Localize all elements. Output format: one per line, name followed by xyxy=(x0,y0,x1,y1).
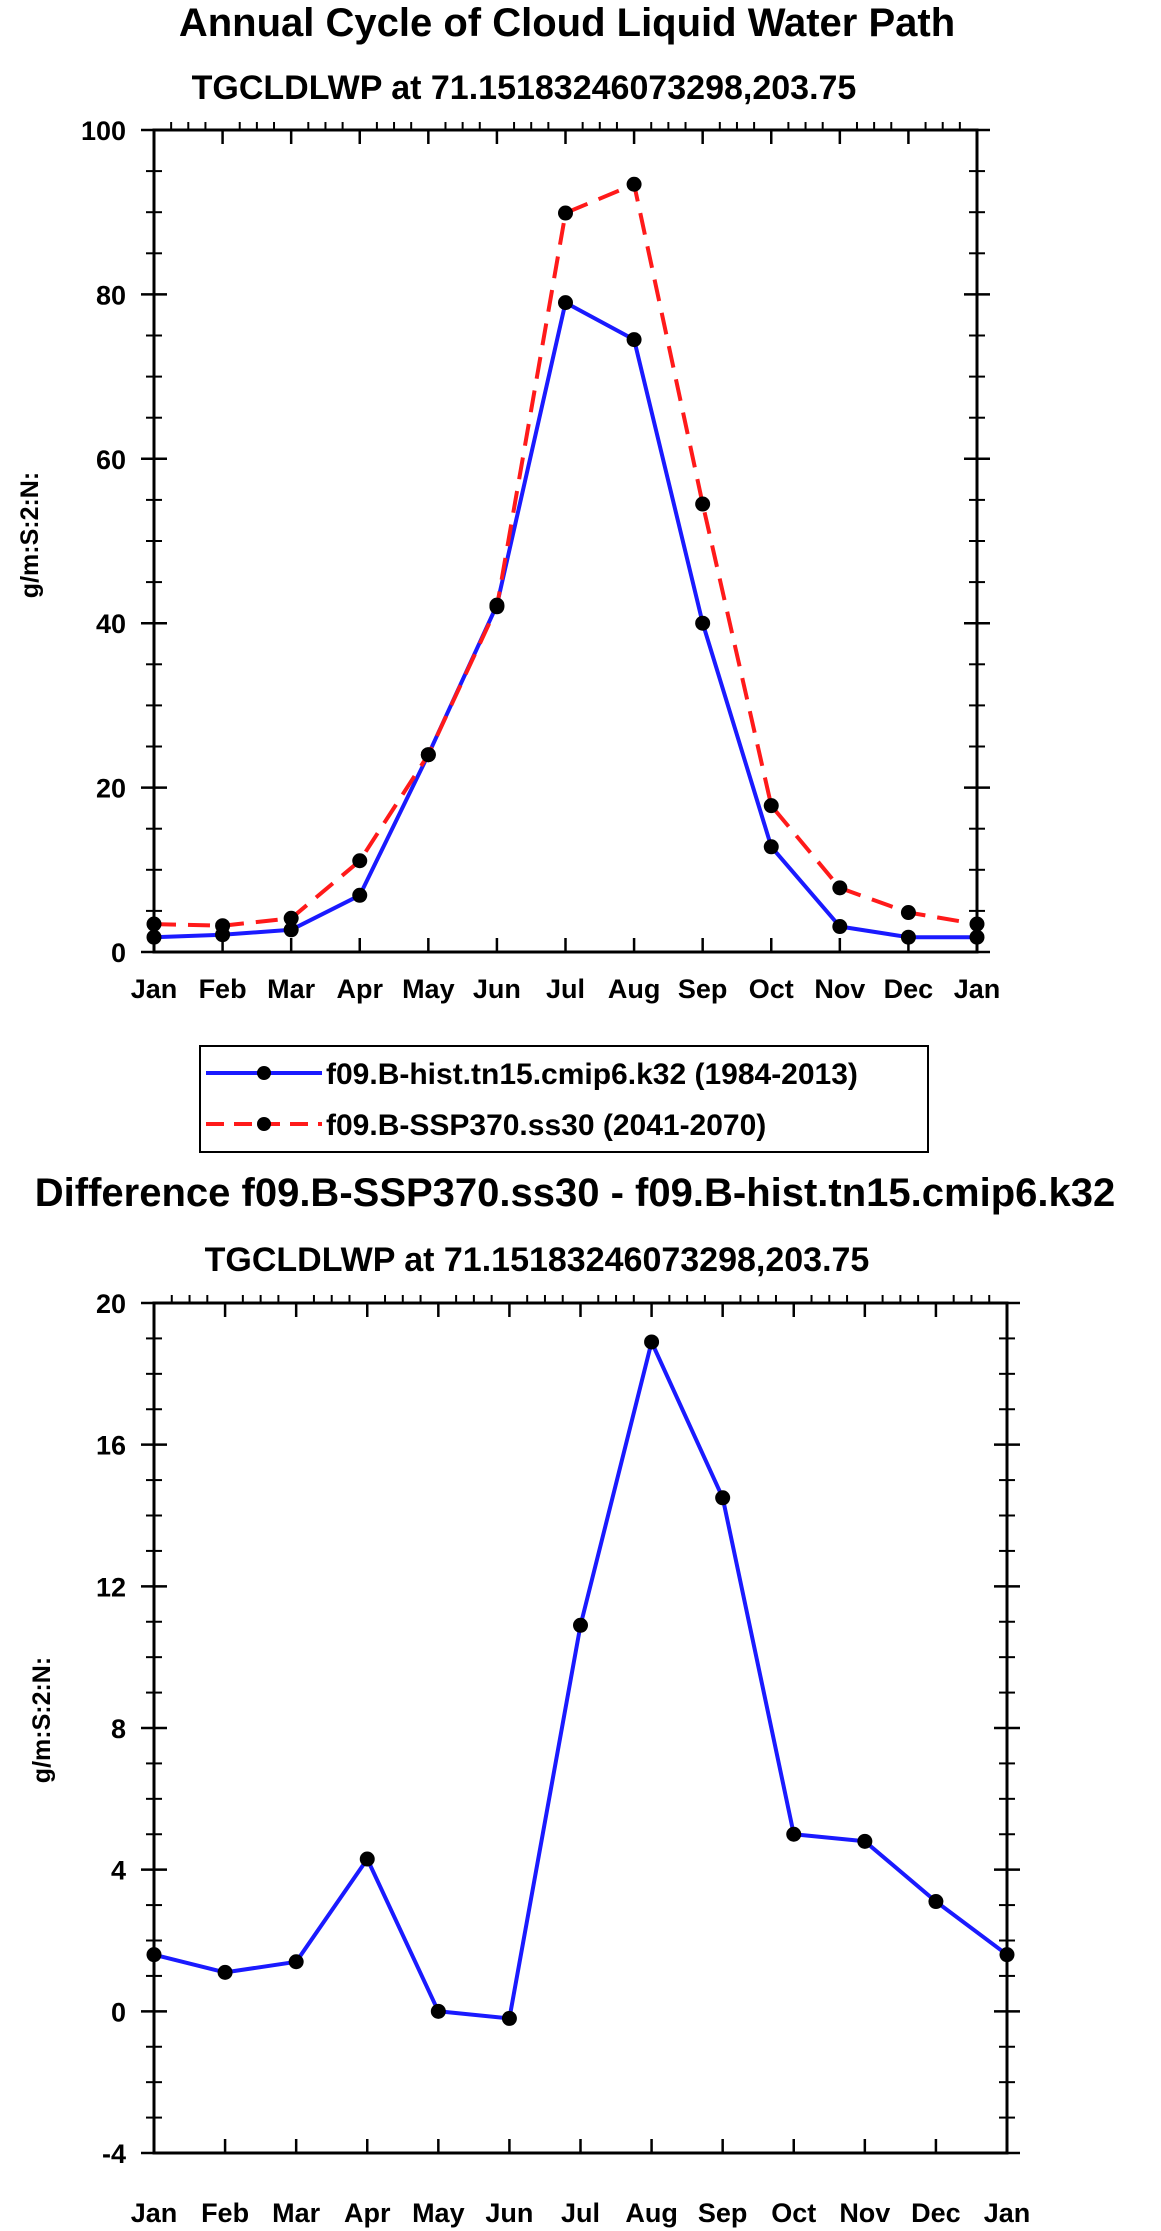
x-tick-label: Sep xyxy=(698,2198,748,2228)
data-point xyxy=(900,929,916,945)
x-tick-label: Dec xyxy=(884,974,934,1004)
chart-title: Difference f09.B-SSP370.ss30 - f09.B-his… xyxy=(35,1171,1115,1215)
y-tick-label: 0 xyxy=(111,1997,126,2027)
difference-chart: Difference f09.B-SSP370.ss30 - f09.B-his… xyxy=(28,1171,1115,2228)
data-point xyxy=(217,1964,233,1980)
chart-subtitle: TGCLDLWP at 71.15183246073298,203.75 xyxy=(205,1241,870,1279)
data-point xyxy=(501,2010,517,2026)
data-point xyxy=(283,922,299,938)
x-tick-label: Nov xyxy=(814,974,865,1004)
data-point xyxy=(352,887,368,903)
data-point xyxy=(969,929,985,945)
chart-subtitle: TGCLDLWP at 71.15183246073298,203.75 xyxy=(192,69,857,107)
data-point xyxy=(146,1947,162,1963)
x-tick-label: Dec xyxy=(911,2198,961,2228)
x-tick-label: Apr xyxy=(337,974,384,1004)
data-point xyxy=(763,839,779,855)
data-point xyxy=(146,916,162,932)
y-tick-label: 8 xyxy=(111,1714,126,1744)
y-tick-label: 40 xyxy=(96,609,126,639)
series-line xyxy=(153,1340,1009,2021)
chart-title: Annual Cycle of Cloud Liquid Water Path xyxy=(179,1,955,45)
x-tick-label: Mar xyxy=(272,2198,321,2228)
legend-marker-hist xyxy=(257,1066,271,1080)
legend-label-hist: f09.B-hist.tn15.cmip6.k32 (1984-2013) xyxy=(326,1058,858,1091)
x-tick-label: Jan xyxy=(131,974,178,1004)
y-tick-label: 20 xyxy=(96,774,126,804)
data-point xyxy=(215,918,231,934)
data-point xyxy=(430,2003,446,2019)
x-tick-label: Mar xyxy=(267,974,316,1004)
data-point xyxy=(283,910,299,926)
data-point xyxy=(786,1826,802,1842)
x-tick-label: Apr xyxy=(344,2198,391,2228)
x-tick-label: Jan xyxy=(984,2198,1031,2228)
x-tick-label: Oct xyxy=(771,2198,816,2228)
data-point xyxy=(695,615,711,631)
data-point xyxy=(352,853,368,869)
x-tick-label: Jul xyxy=(561,2198,600,2228)
x-tick-label: May xyxy=(402,974,455,1004)
x-tick-label: Aug xyxy=(608,974,660,1004)
legend-box xyxy=(199,1045,929,1153)
x-tick-label: Feb xyxy=(201,2198,249,2228)
y-tick-label: 20 xyxy=(96,1289,126,1319)
x-tick-label: Jul xyxy=(546,974,585,1004)
legend: f09.B-hist.tn15.cmip6.k32 (1984-2013) f0… xyxy=(199,1045,929,1153)
data-point xyxy=(359,1851,375,1867)
annual-cycle-chart: Annual Cycle of Cloud Liquid Water Path … xyxy=(16,1,1001,1153)
x-tick-label: Sep xyxy=(678,974,728,1004)
data-point xyxy=(489,599,505,615)
y-tick-label: 12 xyxy=(96,1572,126,1602)
x-tick-label: Nov xyxy=(839,2198,890,2228)
legend-marker-ssp370 xyxy=(257,1117,271,1131)
data-point xyxy=(857,1833,873,1849)
y-tick-label: 16 xyxy=(96,1431,126,1461)
data-point xyxy=(900,905,916,921)
x-tick-label: Oct xyxy=(749,974,794,1004)
y-tick-label: -4 xyxy=(102,2139,126,2169)
data-point xyxy=(558,295,573,311)
y-tick-label: 80 xyxy=(96,280,126,310)
data-point xyxy=(146,929,162,945)
x-tick-label: May xyxy=(412,2198,465,2228)
y-axis-label: g/m:S:2:N: xyxy=(16,472,44,598)
data-point xyxy=(626,332,642,348)
legend-label-ssp370: f09.B-SSP370.ss30 (2041-2070) xyxy=(326,1109,766,1142)
data-point xyxy=(288,1954,304,1970)
data-point xyxy=(626,176,642,192)
data-point xyxy=(832,919,848,935)
data-point xyxy=(928,1894,944,1910)
y-tick-label: 100 xyxy=(81,116,126,146)
x-tick-label: Jun xyxy=(473,974,521,1004)
data-point xyxy=(999,1947,1015,1963)
data-point xyxy=(573,1617,588,1633)
series-line xyxy=(153,300,977,940)
data-point xyxy=(715,1490,731,1506)
data-point xyxy=(644,1334,660,1350)
y-tick-label: 0 xyxy=(111,938,126,968)
data-point xyxy=(558,205,573,221)
data-point xyxy=(420,747,436,763)
x-tick-label: Jan xyxy=(131,2198,178,2228)
plot-frame xyxy=(152,128,979,954)
y-axis-label: g/m:S:2:N: xyxy=(28,1657,56,1783)
y-tick-label: 4 xyxy=(111,1856,126,1886)
data-point xyxy=(832,880,848,896)
x-tick-label: Feb xyxy=(199,974,247,1004)
plot-frame xyxy=(152,1301,1009,2155)
x-tick-label: Jan xyxy=(954,974,1001,1004)
data-point xyxy=(969,916,985,932)
data-point xyxy=(763,798,779,814)
x-tick-label: Aug xyxy=(625,2198,677,2228)
data-point xyxy=(695,496,711,512)
x-tick-label: Jun xyxy=(485,2198,533,2228)
y-tick-label: 60 xyxy=(96,445,126,475)
